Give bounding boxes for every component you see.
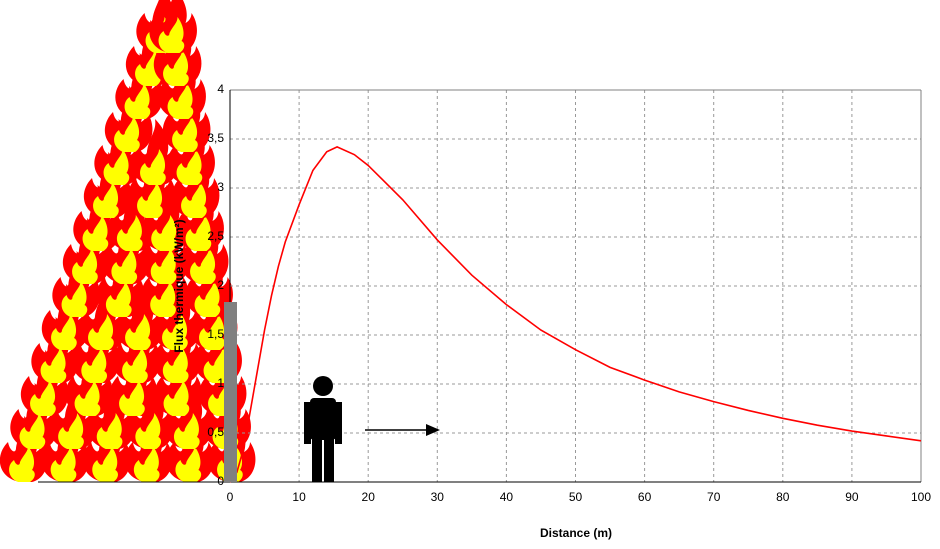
y-tick-label: 4 [217, 82, 224, 96]
plot-area: 00,511,522,533,540 10 20 30 40 50 60 70 80 90 100 [38, 82, 931, 504]
y-tick-label: 1 [217, 376, 224, 390]
x-tick-label: 80 [776, 490, 790, 504]
y-axis-title: Flux thermique (kW/m²) [172, 219, 186, 352]
y-tick-label: 3 [217, 180, 224, 194]
x-axis-title: Distance (m) [540, 526, 612, 540]
y-tick-label: 0,5 [207, 425, 224, 439]
x-tick-label: 0 [227, 490, 234, 504]
person-icon [304, 376, 342, 482]
data-line [229, 145, 922, 483]
x-tick-label: 20 [362, 490, 376, 504]
y-tick-label: 2 [217, 278, 224, 292]
y-tick-label: 2,5 [207, 229, 224, 243]
x-tick-label: 50 [569, 490, 583, 504]
x-tick-label: 10 [292, 490, 306, 504]
x-tick-label: 90 [845, 490, 859, 504]
x-tick-label: 60 [638, 490, 652, 504]
wall [224, 302, 237, 482]
y-tick-label: 0 [217, 474, 224, 488]
arrow [365, 424, 440, 436]
x-tick-label: 30 [431, 490, 445, 504]
y-tick-label: 3,5 [207, 131, 224, 145]
y-tick-label: 1,5 [207, 327, 224, 341]
x-tick-label: 40 [500, 490, 514, 504]
x-tick-label: 100 [911, 490, 931, 504]
x-tick-label: 70 [707, 490, 721, 504]
